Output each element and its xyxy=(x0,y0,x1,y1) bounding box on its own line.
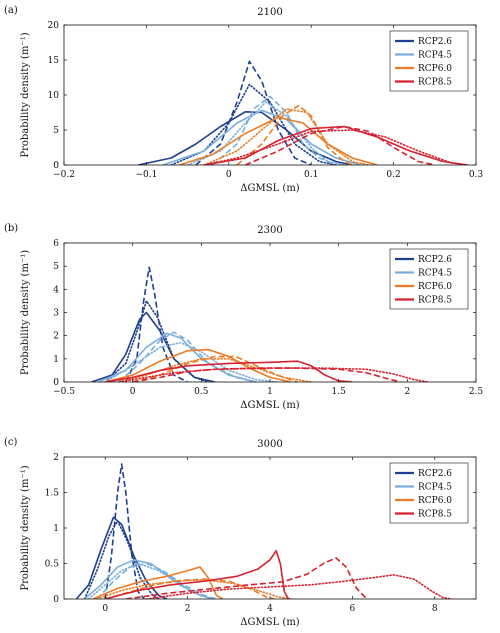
legend-entry: RCP6.0 xyxy=(418,282,452,292)
series-line-rcp45-dotted xyxy=(87,562,214,599)
chart-panel-1: (a) 2100 −0.2 −0.1 0 0.1 0.2 0.3 0 5 10 15 20 ΔGMSL (… xyxy=(4,5,483,194)
x-tick-label: 2 xyxy=(404,387,410,397)
series-line-rcp85-solid xyxy=(203,125,468,165)
series-line-rcp85-solid xyxy=(104,549,290,599)
legend: RCP2.6 RCP4.5 RCP6.0 RCP8.5 xyxy=(389,30,469,92)
panel-label: (b) xyxy=(4,223,18,234)
series-line-rcp45-solid xyxy=(162,109,361,165)
y-tick-label: 0.5 xyxy=(45,560,60,570)
x-axis-label: ΔGMSL (m) xyxy=(240,400,300,411)
y-axis-label: Probability density (m⁻¹) xyxy=(20,32,31,157)
y-tick-label: 6 xyxy=(53,239,59,249)
y-tick-label: 2 xyxy=(53,332,59,342)
series-line-rcp60-solid xyxy=(105,348,291,382)
series-line-rcp26-dashed xyxy=(195,60,312,165)
series-line-rcp26-solid xyxy=(75,516,168,599)
panel-label: (a) xyxy=(4,5,18,16)
legend-entry: RCP2.6 xyxy=(418,469,452,479)
series-line-rcp45-dashed xyxy=(96,562,217,599)
y-tick-label: 2 xyxy=(53,453,59,463)
series-line-rcp85-dashed xyxy=(132,367,401,382)
x-tick-label: 2 xyxy=(185,604,191,614)
y-tick-label: 1 xyxy=(53,524,59,534)
x-tick-label: 4 xyxy=(267,604,273,614)
series-line-rcp26-solid xyxy=(137,111,353,165)
series-line-rcp26-dotted xyxy=(83,520,160,599)
series-group xyxy=(137,60,469,165)
y-tick-label: 4 xyxy=(53,285,59,295)
y-tick-label: 5 xyxy=(53,262,59,272)
series-line-rcp60-solid xyxy=(92,566,224,599)
legend: RCP2.6 RCP4.5 RCP6.0 RCP8.5 xyxy=(389,248,469,310)
legend-entry: RCP8.5 xyxy=(418,296,452,306)
legend-entry: RCP4.5 xyxy=(418,483,452,493)
y-tick-label: 15 xyxy=(48,56,60,66)
y-axis-label: Probability density (m⁻¹) xyxy=(20,465,31,590)
y-axis-label: Probability density (m⁻¹) xyxy=(20,250,31,375)
series-line-rcp60-dotted xyxy=(96,579,292,599)
panel-label: (c) xyxy=(4,437,18,448)
legend-entry: RCP2.6 xyxy=(418,255,452,265)
legend: RCP2.6 RCP4.5 RCP6.0 RCP8.5 xyxy=(389,462,469,524)
series-line-rcp60-dotted xyxy=(118,358,312,382)
x-tick-label: −0.5 xyxy=(53,387,75,397)
x-tick-label: 0.3 xyxy=(469,170,484,180)
series-line-rcp85-dashed xyxy=(244,125,435,165)
y-tick-label: 5 xyxy=(53,126,59,136)
y-tick-label: 0 xyxy=(53,378,59,388)
series-line-rcp60-dotted xyxy=(203,108,370,165)
x-tick-label: 0.1 xyxy=(304,170,318,180)
legend-entry: RCP8.5 xyxy=(418,510,452,520)
x-tick-label: 0 xyxy=(226,170,232,180)
y-tick-label: 1.5 xyxy=(45,489,60,499)
chart-title: 2100 xyxy=(257,7,282,18)
series-line-rcp85-dotted xyxy=(203,129,469,165)
series-line-rcp45-dashed xyxy=(211,95,337,165)
series-line-rcp60-dashed xyxy=(236,104,353,165)
series-line-rcp60-solid xyxy=(179,116,378,165)
x-tick-label: 8 xyxy=(432,604,438,614)
y-tick-label: 0 xyxy=(53,595,59,605)
series-group xyxy=(75,463,453,599)
x-tick-label: 2.5 xyxy=(469,387,484,397)
series-line-rcp85-dotted xyxy=(118,367,429,382)
legend-entry: RCP2.6 xyxy=(418,37,452,47)
chart-title: 3000 xyxy=(257,439,282,450)
series-line-rcp45-solid xyxy=(98,332,257,382)
y-tick-label: 20 xyxy=(48,21,60,31)
x-tick-label: 1.5 xyxy=(332,387,347,397)
chart-panel-3: (c) 3000 0 2 4 6 8 0 0.5 1 1.5 2 ΔGMSL (m) Probabilit… xyxy=(4,437,477,628)
series-line-rcp85-dashed xyxy=(125,557,368,599)
legend-entry: RCP6.0 xyxy=(418,496,452,506)
series-group xyxy=(91,266,429,382)
series-line-rcp26-dotted xyxy=(170,83,337,165)
series-line-rcp85-solid xyxy=(105,360,353,382)
x-tick-label: 1 xyxy=(267,387,273,397)
y-tick-label: 0 xyxy=(53,161,59,171)
y-tick-label: 1 xyxy=(53,355,59,365)
series-line-rcp85-dotted xyxy=(145,574,453,599)
x-tick-label: −0.1 xyxy=(135,170,157,180)
x-tick-label: 0 xyxy=(130,387,136,397)
series-line-rcp26-dashed xyxy=(125,266,188,382)
x-tick-label: −0.2 xyxy=(53,170,75,180)
series-line-rcp26-dotted xyxy=(104,300,209,382)
x-axis-label: ΔGMSL (m) xyxy=(240,183,300,194)
x-tick-label: 0.2 xyxy=(386,170,400,180)
x-tick-label: 0.5 xyxy=(194,387,209,397)
x-axis-label: ΔGMSL (m) xyxy=(240,617,300,628)
legend-entry: RCP4.5 xyxy=(418,51,452,61)
legend-entry: RCP8.5 xyxy=(418,78,452,88)
y-tick-label: 10 xyxy=(48,91,60,101)
legend-entry: RCP6.0 xyxy=(418,64,452,74)
series-line-rcp45-dotted xyxy=(104,341,278,382)
chart-title: 2300 xyxy=(257,225,282,236)
legend-entry: RCP4.5 xyxy=(418,269,452,279)
x-tick-label: 6 xyxy=(350,604,356,614)
y-tick-label: 3 xyxy=(53,309,59,319)
x-tick-label: 0 xyxy=(102,604,108,614)
